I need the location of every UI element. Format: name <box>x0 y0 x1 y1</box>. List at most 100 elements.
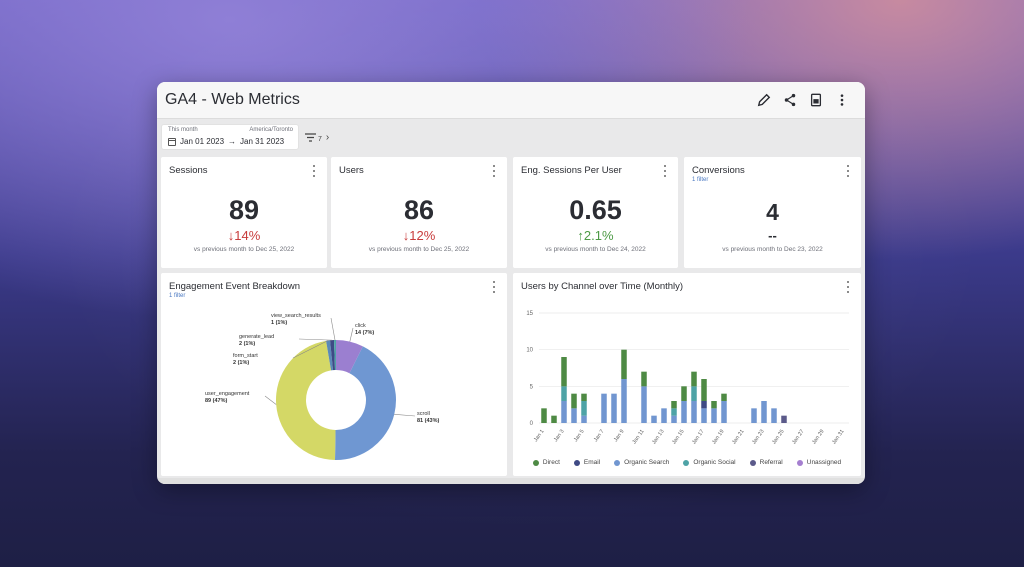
date-range-picker[interactable]: This month America/Toronto Jan 01 2023 →… <box>161 124 299 150</box>
pencil-icon[interactable] <box>751 88 777 112</box>
bar-segment-direct[interactable] <box>701 379 707 401</box>
kpi-card-conversions: Conversions 1 filter 4 -- vs previous mo… <box>684 157 861 268</box>
bar-segment-organic-search[interactable] <box>771 408 777 423</box>
arrow-right-icon: → <box>228 137 237 146</box>
start-date: Jan 01 2023 <box>180 137 225 146</box>
bar-segment-organic-social[interactable] <box>561 386 567 401</box>
bar-segment-organic-search[interactable] <box>581 415 587 423</box>
kpi-delta: ↑2.1% <box>577 228 614 243</box>
share-icon[interactable] <box>777 88 803 112</box>
bar-segment-direct[interactable] <box>621 349 627 379</box>
bar-segment-organic-search[interactable] <box>761 401 767 423</box>
legend-label: Organic Search <box>624 459 670 466</box>
bar-segment-organic-search[interactable] <box>711 408 717 423</box>
legend-item-organic-search[interactable]: Organic Search <box>614 459 669 466</box>
legend-dot-icon <box>614 459 621 466</box>
legend-item-unassigned[interactable]: Unassigned <box>796 459 841 466</box>
legend-dot-icon <box>796 459 803 466</box>
pie-slice-user-engagement[interactable] <box>275 340 336 460</box>
kpi-card-eng-sessions: Eng. Sessions Per User 0.65 ↑2.1% vs pre… <box>513 157 678 268</box>
bar-segment-direct[interactable] <box>711 401 717 409</box>
bar-segment-direct[interactable] <box>641 371 647 387</box>
bar-segment-direct[interactable] <box>671 401 677 409</box>
bar-segment-organic-search[interactable] <box>651 415 657 423</box>
pie-slice-click[interactable] <box>336 340 363 374</box>
bar-segment-organic-search[interactable] <box>671 415 677 423</box>
legend-dot-icon <box>532 459 539 466</box>
export-icon[interactable] <box>803 88 829 112</box>
x-tick-label: Jan 19 <box>711 429 725 446</box>
bar-segment-organic-search[interactable] <box>721 401 727 423</box>
panel-title: Engagement Event Breakdown <box>169 281 300 292</box>
bar-segment-organic-search[interactable] <box>621 379 627 423</box>
y-tick-label: 5 <box>530 384 534 390</box>
pie-slice-generate-lead[interactable] <box>330 340 336 371</box>
bar-segment-direct[interactable] <box>721 393 727 401</box>
bar-segment-organic-search[interactable] <box>571 408 577 423</box>
pie-leader-line <box>349 327 354 342</box>
card-menu-icon[interactable] <box>845 281 851 293</box>
bar-segment-organic-search[interactable] <box>681 401 687 423</box>
more-vertical-icon[interactable] <box>829 88 855 112</box>
bar-segment-organic-search[interactable] <box>611 393 617 423</box>
bar-segment-organic-social[interactable] <box>691 386 697 401</box>
bar-segment-direct[interactable] <box>681 386 687 401</box>
x-tick-label: Jan 31 <box>831 429 845 446</box>
pie-slice-form-start[interactable] <box>326 340 334 371</box>
kpi-note: vs previous month to Dec 25, 2022 <box>368 246 470 253</box>
pie-leader-line <box>264 395 277 405</box>
bar-segment-direct[interactable] <box>571 393 577 409</box>
kpi-filter-link[interactable]: 1 filter <box>692 177 709 183</box>
x-tick-label: Jan 3 <box>553 429 566 443</box>
bar-segment-organic-search[interactable] <box>601 393 607 423</box>
pie-leader-line <box>394 414 416 417</box>
bar-segment-organic-search[interactable] <box>561 401 567 423</box>
card-menu-icon[interactable] <box>491 165 497 177</box>
x-tick-label: Jan 21 <box>731 429 745 446</box>
bar-segment-organic-search[interactable] <box>701 408 707 423</box>
legend-item-direct[interactable]: Direct <box>532 459 560 466</box>
bar-segment-referral[interactable] <box>781 415 787 423</box>
kpi-card-sessions: Sessions 89 ↓14% vs previous month to De… <box>161 157 327 268</box>
pie-label-form-start: form_start 2 (1%) <box>233 353 258 366</box>
filter-button[interactable]: 7 › <box>305 131 329 143</box>
pie-label-user-engagement: user_engagement 89 (47%) <box>205 391 250 404</box>
legend-item-organic-social[interactable]: Organic Social <box>683 459 736 466</box>
legend-item-email[interactable]: Email <box>573 459 600 466</box>
card-menu-icon[interactable] <box>311 165 317 177</box>
bar-segment-direct[interactable] <box>561 357 567 387</box>
panel-filter-link[interactable]: 1 filter <box>169 293 186 299</box>
bar-segment-email[interactable] <box>701 401 707 409</box>
legend-dot-icon <box>573 459 580 466</box>
bar-segment-organic-search[interactable] <box>661 408 667 423</box>
end-date: Jan 31 2023 <box>240 137 285 146</box>
y-tick-label: 0 <box>530 421 534 427</box>
chevron-right-icon: › <box>325 131 330 143</box>
bar-segment-organic-search[interactable] <box>641 386 647 423</box>
bar-segment-organic-social[interactable] <box>671 408 677 416</box>
kpi-card-users: Users 86 ↓12% vs previous month to Dec 2… <box>331 157 507 268</box>
card-menu-icon[interactable] <box>662 165 668 177</box>
bar-segment-direct[interactable] <box>541 408 547 423</box>
engagement-panel: Engagement Event Breakdown 1 filter clic… <box>161 273 507 476</box>
bar-segment-organic-search[interactable] <box>691 401 697 423</box>
y-tick-label: 15 <box>526 311 533 317</box>
bar-segment-organic-social[interactable] <box>581 401 587 416</box>
pie-slice-scroll[interactable] <box>335 346 397 460</box>
legend-item-referral[interactable]: Referral <box>749 459 783 466</box>
pie-leader-line <box>298 338 333 341</box>
bar-segment-direct[interactable] <box>581 393 587 401</box>
bar-segment-direct[interactable] <box>551 415 557 423</box>
pie-leader-line <box>330 317 336 341</box>
kpi-note: vs previous month to Dec 24, 2022 <box>545 246 646 253</box>
pie-label-click: click 14 (7%) <box>355 323 375 336</box>
x-tick-label: Jan 23 <box>751 429 765 446</box>
bar-segment-direct[interactable] <box>691 371 697 387</box>
x-tick-label: Jan 1 <box>533 429 546 443</box>
card-menu-icon[interactable] <box>845 165 851 177</box>
bar-segment-organic-search[interactable] <box>751 408 757 423</box>
pie-slice-view-search-results[interactable] <box>334 340 336 371</box>
x-tick-label: Jan 29 <box>811 429 825 446</box>
legend-dot-icon <box>749 459 756 466</box>
card-menu-icon[interactable] <box>491 281 497 293</box>
